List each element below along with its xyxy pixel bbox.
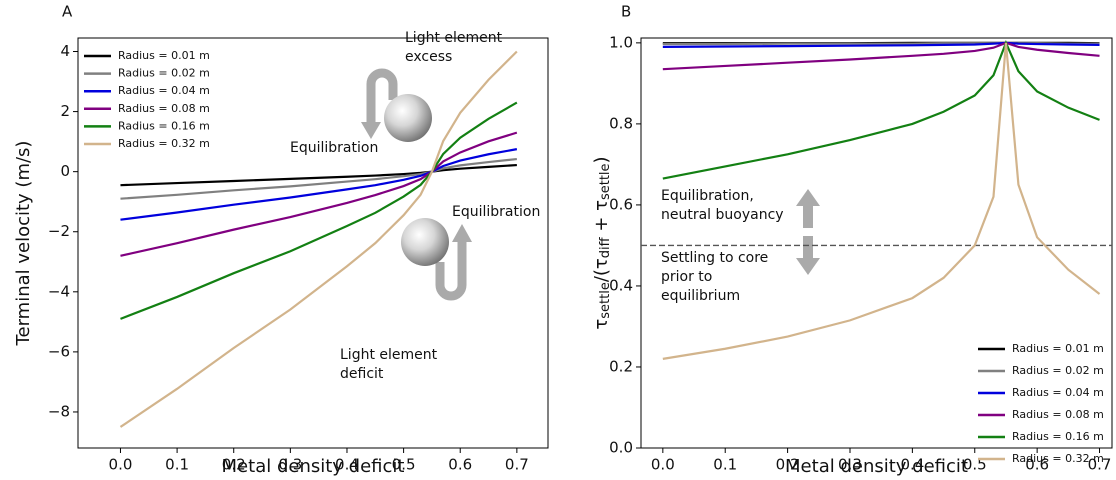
- icons: [361, 68, 820, 301]
- y-label-part: /(τ: [591, 258, 612, 282]
- y-label-part: ): [591, 156, 612, 163]
- arrow-head: [796, 189, 820, 206]
- legend-label: Radius = 0.01 m: [118, 49, 210, 62]
- y-tick-label: −2: [48, 222, 70, 240]
- sphere: [384, 94, 432, 142]
- x-tick-label: 0.1: [713, 456, 737, 474]
- y-tick-label: 1.0: [609, 33, 633, 51]
- series-line: [662, 42, 1101, 360]
- y-tick-label: 0.0: [609, 439, 633, 457]
- y-axis-label: τsettle/(τdiff + τsettle): [591, 156, 613, 329]
- x-tick-label: 0.2: [776, 456, 800, 474]
- x-tick-label: 0.0: [651, 456, 675, 474]
- loop-arrow: [366, 68, 398, 124]
- series-line: [662, 41, 1100, 71]
- series-line: [120, 157, 517, 200]
- legend-label: Radius = 0.16 m: [1012, 430, 1104, 443]
- y-axis-label: Terminal velocity (m/s): [13, 141, 34, 347]
- x-tick-label: 0.7: [1088, 456, 1112, 474]
- series-line: [120, 148, 518, 221]
- annotation: Light element: [405, 30, 503, 46]
- y-tick-label: 0: [60, 162, 70, 180]
- x-axis-label: Metal density deficit: [785, 456, 968, 477]
- annotation: equilibrium: [661, 288, 740, 304]
- arrow-shaft: [803, 204, 813, 228]
- arrow-head: [796, 258, 820, 275]
- x-tick-label: 0.4: [335, 456, 359, 474]
- legend-label: Radius = 0.04 m: [1012, 386, 1104, 399]
- x-tick-label: 0.3: [838, 456, 862, 474]
- y-label-subscript: settle: [598, 163, 613, 200]
- plot-frame: [640, 37, 1113, 449]
- legend-label: Radius = 0.08 m: [1012, 408, 1104, 421]
- annotation: Equilibration: [452, 204, 540, 220]
- y-tick-label: 0.4: [609, 276, 633, 294]
- x-tick-label: 0.1: [165, 456, 189, 474]
- y-tick-label: 4: [60, 42, 70, 60]
- annotation: neutral buoyancy: [661, 207, 784, 223]
- y-tick-label: 0.2: [609, 357, 633, 375]
- series-line: [120, 101, 518, 320]
- y-label-part: + τ: [591, 200, 612, 237]
- annotation: excess: [405, 49, 452, 65]
- series-line: [662, 41, 1100, 49]
- y-tick-label: −6: [48, 342, 70, 360]
- plot-frame: [77, 37, 549, 449]
- loop-arrow: [435, 240, 467, 301]
- annotation: Equilibration: [290, 140, 378, 156]
- legend-label: Radius = 0.32 m: [1012, 452, 1104, 465]
- annotation: Light element: [340, 347, 438, 363]
- y-tick-label: 0.6: [609, 195, 633, 213]
- series-line: [119, 50, 518, 428]
- arrow-head: [361, 122, 381, 139]
- y-tick-label: −4: [48, 282, 70, 300]
- legend-label: Radius = 0.04 m: [118, 84, 210, 97]
- legend-label: Radius = 0.08 m: [118, 102, 210, 115]
- x-axis-label: Metal density deficit: [222, 456, 405, 477]
- x-tick-label: 0.2: [222, 456, 246, 474]
- annotation: deficit: [340, 366, 384, 382]
- arrow-shaft: [803, 236, 813, 260]
- panel-label: B: [621, 3, 631, 21]
- x-tick-label: 0.4: [900, 456, 924, 474]
- y-label-subscript: settle: [598, 282, 613, 319]
- arrow-head: [452, 224, 472, 242]
- y-label-part: Terminal velocity (m/s): [13, 141, 34, 347]
- x-tick-label: 0.0: [109, 456, 133, 474]
- legend-label: Radius = 0.02 m: [1012, 364, 1104, 377]
- panel-label: A: [62, 3, 73, 21]
- y-tick-label: 0.8: [609, 114, 633, 132]
- x-tick-label: 0.3: [278, 456, 302, 474]
- series-line: [662, 39, 1100, 180]
- annotation: Equilibration,: [661, 188, 754, 204]
- x-tick-label: 0.5: [392, 456, 416, 474]
- y-tick-label: −8: [48, 402, 70, 420]
- x-tick-label: 0.6: [448, 456, 472, 474]
- legend-label: Radius = 0.01 m: [1012, 342, 1104, 355]
- sphere: [401, 218, 449, 266]
- y-tick-label: 2: [60, 102, 70, 120]
- x-tick-label: 0.6: [1025, 456, 1049, 474]
- y-label-subscript: diff: [598, 236, 613, 258]
- annotation: Settling to core: [661, 250, 768, 266]
- annotation: prior to: [661, 269, 712, 285]
- legend-label: Radius = 0.02 m: [118, 67, 210, 80]
- legend-label: Radius = 0.32 m: [118, 137, 210, 150]
- y-label-part: τ: [591, 319, 612, 330]
- legend-label: Radius = 0.16 m: [118, 119, 210, 132]
- series-line: [120, 131, 518, 257]
- series-line: [120, 163, 517, 187]
- x-tick-label: 0.7: [505, 456, 529, 474]
